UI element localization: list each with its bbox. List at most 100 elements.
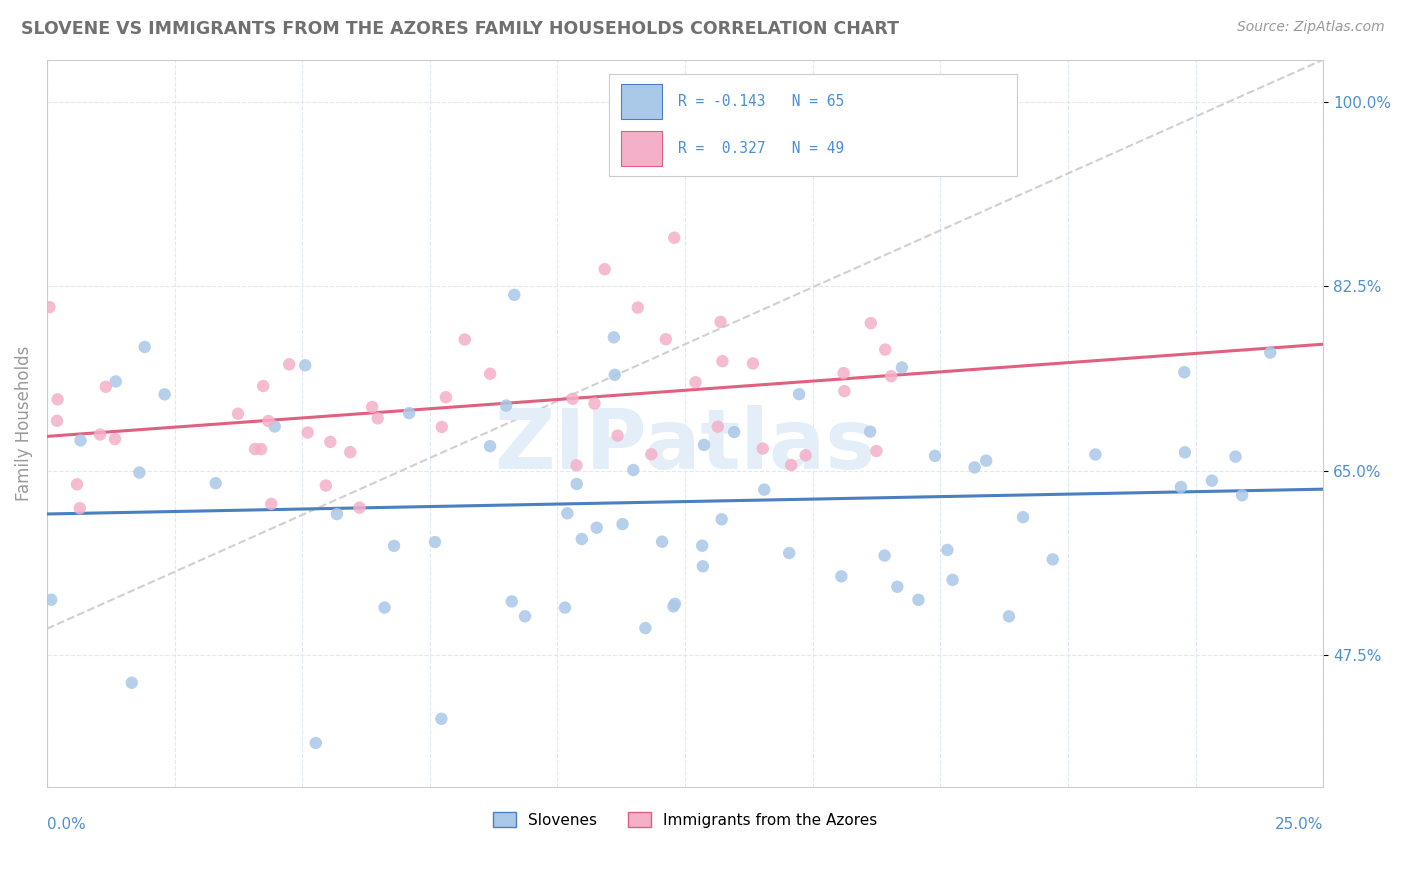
Point [561,392,583,406]
Point [305,736,328,750]
Point [501,594,523,608]
Point [780,458,803,472]
Text: SLOVENE VS IMMIGRANTS FROM THE AZORES FAMILY HOUSEHOLDS CORRELATION CHART: SLOVENE VS IMMIGRANTS FROM THE AZORES FA… [21,20,898,37]
Point [612,517,634,532]
Point [571,532,593,546]
Point [1084,448,1107,462]
Point [634,621,657,635]
Point [875,343,897,357]
Point [1170,480,1192,494]
Point [39,592,62,607]
Point [361,400,384,414]
Point [754,483,776,497]
Point [1174,445,1197,459]
Point [66,477,89,491]
Point [859,425,882,439]
Point [104,432,127,446]
Point [693,438,716,452]
Point [865,444,887,458]
Point [297,425,319,440]
Point [1258,345,1281,359]
Point [651,534,673,549]
Point [830,569,852,583]
Point [398,406,420,420]
Point [319,434,342,449]
Point [664,597,686,611]
Point [373,600,395,615]
Point [257,414,280,428]
Point [1201,474,1223,488]
Point [1230,488,1253,502]
Point [794,448,817,462]
Point [692,559,714,574]
Point [1012,510,1035,524]
Point [349,500,371,515]
Point [367,411,389,425]
Point [690,539,713,553]
Point [565,458,588,473]
Point [430,420,453,434]
Point [936,543,959,558]
Point [46,414,69,428]
Point [998,609,1021,624]
Point [294,358,316,372]
Point [752,442,775,456]
Point [924,449,946,463]
Point [38,300,60,314]
Text: 25.0%: 25.0% [1275,817,1323,832]
Point [664,231,686,245]
Point [557,506,579,520]
Point [873,549,896,563]
Point [834,384,856,398]
Point [128,466,150,480]
Point [226,407,249,421]
Point [710,315,733,329]
Point [434,390,457,404]
Point [153,387,176,401]
Point [621,463,644,477]
Y-axis label: Family Households: Family Households [15,345,32,501]
Point [832,366,855,380]
Point [603,368,626,382]
Point [134,340,156,354]
Point [204,476,226,491]
Point [278,357,301,371]
Point [326,507,349,521]
Point [121,675,143,690]
Point [890,360,912,375]
Point [907,592,929,607]
Point [513,609,536,624]
Point [69,501,91,516]
Point [1042,552,1064,566]
Point [585,521,607,535]
Point [89,427,111,442]
Point [1225,450,1247,464]
Point [503,288,526,302]
Point [315,478,337,492]
Point [104,375,127,389]
Point [711,354,734,368]
Point [495,399,517,413]
Text: Source: ZipAtlas.com: Source: ZipAtlas.com [1237,20,1385,34]
Point [710,512,733,526]
Point [554,600,576,615]
Point [252,379,274,393]
Point [707,419,730,434]
Point [454,333,477,347]
Point [263,419,285,434]
Legend: Slovenes, Immigrants from the Azores: Slovenes, Immigrants from the Azores [486,805,883,834]
Point [94,380,117,394]
Point [640,447,662,461]
Point [583,396,606,410]
Point [423,535,446,549]
Point [787,387,810,401]
Point [662,599,685,614]
Point [243,442,266,456]
Point [339,445,361,459]
Point [250,442,273,456]
Point [606,428,628,442]
Point [974,453,997,467]
Point [603,330,626,344]
Point [565,477,588,491]
Text: ZIPatlas: ZIPatlas [495,405,876,485]
